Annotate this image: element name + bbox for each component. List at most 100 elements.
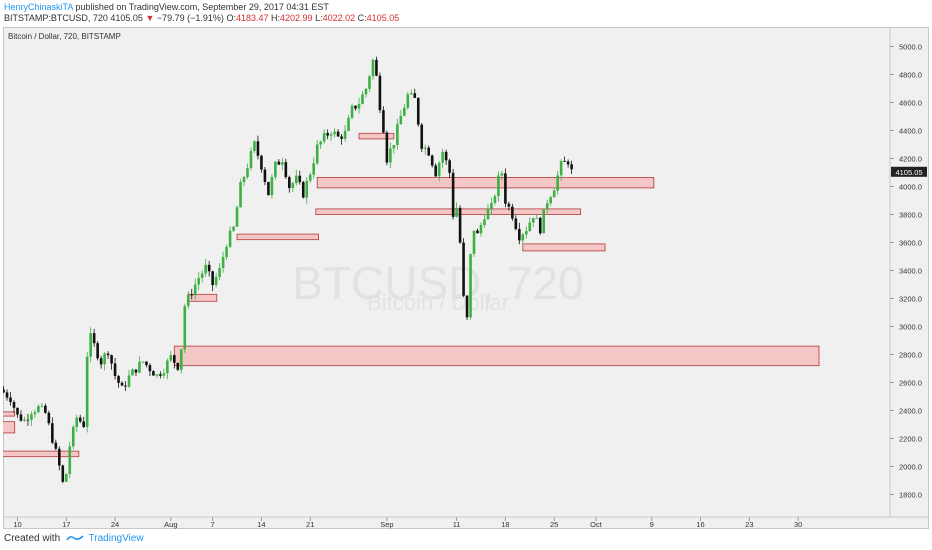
candle-body xyxy=(472,230,476,254)
candle-body xyxy=(232,226,235,231)
candle-body xyxy=(89,333,92,357)
candle-body xyxy=(117,375,120,383)
candle-body xyxy=(521,234,525,241)
y-tick-label: 4600.0 xyxy=(899,99,922,108)
candle-body xyxy=(563,161,566,162)
y-tick-label: 3800.0 xyxy=(899,211,922,220)
candle-body xyxy=(148,365,152,372)
candle-body xyxy=(44,405,47,413)
candle-body xyxy=(462,242,465,296)
candle-body xyxy=(294,175,298,184)
y-tick-label: 5000.0 xyxy=(899,43,922,52)
created-with-text: Created with xyxy=(4,533,61,544)
candle-body xyxy=(183,306,187,350)
x-tick-label: 10 xyxy=(13,520,21,529)
candle-body xyxy=(138,361,141,373)
candle-body xyxy=(399,115,403,125)
candle-body xyxy=(120,382,124,386)
x-tick-label: 18 xyxy=(501,520,509,529)
candle-body xyxy=(61,465,65,482)
y-tick-label: 4800.0 xyxy=(899,71,922,80)
chart-frame xyxy=(3,27,929,529)
candle-body xyxy=(538,217,542,234)
candle-body xyxy=(26,419,30,421)
candle-body xyxy=(469,253,472,318)
candle-body xyxy=(85,356,89,428)
symbol-label: BITSTAMP:BTCUSD, 720 xyxy=(4,13,108,23)
candle-body xyxy=(58,448,61,466)
candle-body xyxy=(375,59,378,76)
candle-body xyxy=(535,217,539,219)
candle-body xyxy=(207,264,211,272)
candle-body xyxy=(288,177,291,189)
candle-body xyxy=(242,177,246,182)
candle-body xyxy=(364,88,368,95)
last-price: 4105.05 xyxy=(110,13,143,23)
candle-body xyxy=(486,209,490,220)
candle-body xyxy=(347,117,350,131)
candle-body xyxy=(378,75,382,111)
candle-body xyxy=(556,175,559,191)
x-tick-label: 25 xyxy=(550,520,558,529)
candle-body xyxy=(71,427,75,447)
candle-body xyxy=(64,473,68,482)
candle-body xyxy=(444,151,448,161)
candle-body xyxy=(504,173,507,204)
candle-body xyxy=(329,134,333,136)
candle-body xyxy=(249,151,253,169)
published-text: published on TradingView.com, September … xyxy=(75,2,329,12)
x-tick-label: 23 xyxy=(745,520,753,529)
candle-body xyxy=(12,402,16,408)
candle-body xyxy=(110,355,113,364)
y-tick-label: 2200.0 xyxy=(899,435,922,444)
candle-body xyxy=(326,132,329,136)
candle-body xyxy=(434,165,437,177)
x-tick-label: Sep xyxy=(380,520,393,529)
x-tick-label: 24 xyxy=(111,520,119,529)
y-tick-label: 4200.0 xyxy=(899,155,922,164)
candle-body xyxy=(528,222,532,232)
zone-box xyxy=(316,176,655,189)
candle-body xyxy=(319,141,322,145)
candle-body xyxy=(260,155,263,170)
tradingview-logo-icon xyxy=(66,535,84,541)
candle-body xyxy=(106,353,110,356)
open-value: 4183.47 xyxy=(235,13,269,23)
x-tick-label: 17 xyxy=(62,520,70,529)
candle-body xyxy=(305,180,309,198)
candle-body xyxy=(54,442,58,449)
candle-body xyxy=(33,412,37,415)
candle-body xyxy=(396,124,399,145)
change-value: −79.79 (−1.91%) xyxy=(156,13,224,23)
zone-box xyxy=(187,293,218,302)
candle-body xyxy=(23,419,26,421)
candle-body xyxy=(159,374,162,376)
candle-body xyxy=(308,174,312,181)
tradingview-link[interactable]: TradingView xyxy=(88,533,144,544)
x-tick-label: Oct xyxy=(590,520,603,529)
author-link[interactable]: HenryChinaskiTA xyxy=(4,2,73,12)
zone-box xyxy=(3,411,16,417)
candle-body xyxy=(448,160,451,173)
candle-body xyxy=(409,93,413,95)
candle-body xyxy=(270,177,274,196)
candle-body xyxy=(524,231,528,235)
candle-body xyxy=(131,369,134,376)
x-tick-label: Aug xyxy=(164,520,177,529)
candle-body xyxy=(235,207,239,227)
low-value: 4022.02 xyxy=(322,13,356,23)
y-tick-label: 2800.0 xyxy=(899,351,922,360)
candle-body xyxy=(423,147,427,149)
price-chart[interactable]: BTCUSD, 720 Bitcoin / Dollar Bitcoin / D… xyxy=(3,27,929,529)
candle-body xyxy=(82,421,85,428)
candle-body xyxy=(322,132,326,142)
candle-body xyxy=(5,392,9,398)
candles xyxy=(3,56,573,484)
y-tick-label: 2000.0 xyxy=(899,463,922,472)
candle-body xyxy=(155,374,159,376)
candle-body xyxy=(141,361,145,363)
y-tick-label: 4400.0 xyxy=(899,127,922,136)
candle-body xyxy=(552,190,556,198)
candle-body xyxy=(406,94,410,108)
candle-body xyxy=(531,218,535,223)
